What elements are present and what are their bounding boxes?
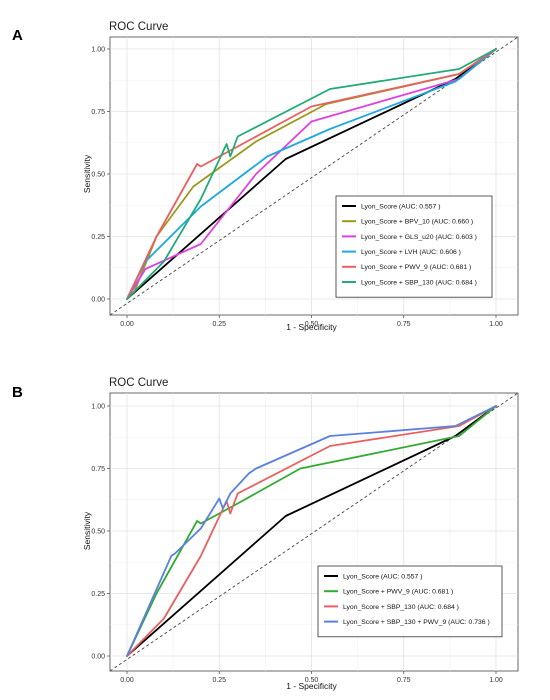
x-tick-label: 0.25 [212,321,226,328]
y-tick-label: 1.00 [91,403,105,410]
x-tick-label: 0.50 [305,321,319,328]
x-tick-label: 0.75 [397,677,411,684]
x-tick-label: 1.00 [489,321,503,328]
y-tick-label: 0.50 [91,171,105,178]
legend-box [317,565,503,638]
x-tick-label: 0.00 [120,677,134,684]
y-tick-label: 0.75 [91,466,105,473]
roc-series-line-2 [126,405,497,657]
y-tick-label: 0.00 [91,653,105,660]
legend-entry-label: Lyon_Score + SBP_130 (AUC: 0.684 ) [343,604,459,611]
y-tick-label: 0.25 [91,234,105,241]
roc-panel-0: A ROC Curve 0.00 0.25 0.50 0.75 1.00 0.00 0.25 0.… [12,21,519,332]
legend-entry-label: Lyon_Score (AUC: 0.557 ) [343,573,422,580]
legend-entry-label: Lyon_Score + SBP_130 + PWV_9 (AUC: 0.736… [343,619,490,626]
x-tick-label: 0.00 [120,321,134,328]
legend-entry-label: Lyon_Score + SBP_130 (AUC: 0.684 ) [361,279,477,286]
x-tick-label: 0.25 [212,677,226,684]
y-tick-label: 1.00 [91,46,105,53]
y-axis-label: Sensitivity [82,511,92,550]
chart-title: ROC Curve [109,21,168,33]
roc-series-line-4 [126,48,497,300]
x-tick-label: 0.50 [305,677,319,684]
legend-entry-label: Lyon_Score (AUC: 0.557 ) [361,203,440,210]
x-tick-label: 1.00 [489,677,503,684]
panel-letter: B [12,384,23,401]
y-tick-label: 0.25 [91,591,105,598]
y-tick-label: 0.00 [91,296,105,303]
legend-entry-label: Lyon_Score + LVH (AUC: 0.606 ) [361,249,461,256]
x-tick-label: 0.75 [397,321,411,328]
roc-series-line-0 [126,48,497,300]
x-axis-label: 1 - Specificity [286,322,337,332]
roc-series-line-3 [126,405,497,657]
legend-box [335,195,493,298]
chart-title: ROC Curve [109,377,168,389]
panel-letter: A [12,27,23,44]
y-tick-label: 0.50 [91,528,105,535]
y-tick-label: 0.75 [91,109,105,116]
legend-entry-label: Lyon_Score + GLS_u20 (AUC: 0.603 ) [361,234,477,241]
roc-panel-1: B ROC Curve 0.00 0.25 0.50 0.75 1.00 0.00 0.25 0.… [12,377,519,691]
legend-entry-label: Lyon_Score + PWV_9 (AUC: 0.681 ) [361,264,471,271]
y-axis-label: Sensitivity [82,154,92,193]
legend-entry-label: Lyon_Score + PWV_9 (AUC: 0.681 ) [343,589,453,596]
legend-entry-label: Lyon_Score + BPV_10 (AUC: 0.660 ) [361,219,473,226]
roc-series-line-1 [126,405,497,657]
x-axis-label: 1 - Specificity [286,681,337,691]
roc-series-line-0 [126,405,497,657]
roc-series-line-5 [126,48,497,300]
